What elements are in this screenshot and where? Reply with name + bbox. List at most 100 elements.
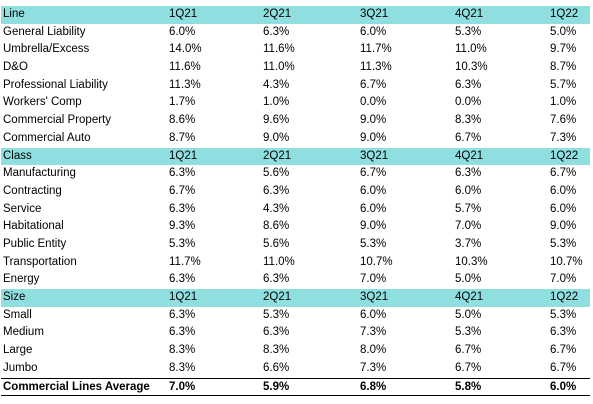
table-cell: 6.7%: [550, 167, 577, 180]
table-cell: 5.3%: [455, 25, 482, 38]
total-cell: 6.8%: [360, 381, 387, 394]
row-label: Umbrella/Excess: [3, 43, 90, 56]
row-label: Energy: [3, 273, 40, 286]
table-row: Service 6.3% 4.3% 6.0% 5.7% 6.0%: [1, 201, 590, 219]
table-cell: 5.0%: [455, 273, 482, 286]
table-cell: 9.3%: [169, 220, 196, 233]
table-cell: 4.3%: [263, 78, 290, 91]
table-cell: 9.6%: [263, 114, 290, 127]
table-cell: 6.6%: [263, 361, 290, 374]
column-header: 2Q21: [263, 149, 292, 162]
table-row: Large 8.3% 8.3% 8.0% 6.7% 6.7%: [1, 342, 590, 360]
table-row: Professional Liability 11.3% 4.3% 6.7% 6.3% 5…: [1, 77, 590, 95]
table-cell: 6.3%: [455, 78, 482, 91]
table-cell: 8.6%: [263, 220, 290, 233]
section-title: Size: [3, 291, 26, 303]
table-cell: 11.0%: [263, 61, 295, 74]
table-cell: 6.7%: [550, 361, 577, 374]
table-cell: 5.7%: [550, 78, 577, 91]
table-cell: 6.3%: [169, 308, 196, 321]
table-cell: 0.0%: [455, 96, 482, 109]
total-cell: 5.9%: [263, 381, 290, 394]
column-header: 1Q22: [550, 291, 579, 303]
table-cell: 9.0%: [360, 114, 387, 127]
row-label: D&O: [3, 61, 28, 74]
table-cell: 7.6%: [550, 114, 577, 127]
section-title: Class: [3, 149, 32, 162]
table-cell: 6.3%: [169, 273, 196, 286]
row-label: Jumbo: [3, 361, 38, 374]
table-cell: 9.7%: [550, 43, 577, 56]
table-cell: 6.3%: [263, 25, 290, 38]
table-cell: 5.6%: [263, 237, 290, 250]
table-row: Contracting 6.7% 6.3% 6.0% 6.0% 6.0%: [1, 183, 590, 201]
table-cell: 6.7%: [169, 184, 196, 197]
table-cell: 6.0%: [360, 25, 387, 38]
table-cell: 5.0%: [455, 308, 482, 321]
table-cell: 8.0%: [360, 344, 387, 357]
table-cell: 7.3%: [550, 131, 577, 144]
table-cell: 6.3%: [263, 326, 290, 339]
table-cell: 6.0%: [360, 308, 387, 321]
column-header: 3Q21: [360, 149, 389, 162]
table-cell: 10.7%: [360, 255, 393, 268]
table-cell: 6.0%: [360, 202, 387, 215]
table-cell: 5.3%: [550, 237, 577, 250]
total-row: Commercial Lines Average 7.0% 5.9% 6.8% 5.8%…: [1, 378, 590, 397]
column-header: 4Q21: [455, 149, 484, 162]
table-cell: 5.7%: [455, 202, 482, 215]
table-cell: 11.6%: [169, 61, 201, 74]
table-cell: 8.3%: [263, 344, 290, 357]
total-label: Commercial Lines Average: [3, 381, 150, 394]
table-cell: 11.6%: [263, 43, 295, 56]
table-cell: 11.3%: [169, 78, 201, 91]
table-cell: 5.0%: [550, 25, 577, 38]
table-cell: 11.3%: [360, 61, 392, 74]
table-cell: 5.3%: [263, 308, 290, 321]
table-cell: 8.6%: [169, 114, 196, 127]
table-cell: 6.7%: [455, 361, 482, 374]
table-cell: 6.0%: [169, 25, 196, 38]
table-cell: 8.3%: [455, 114, 482, 127]
table-cell: 8.7%: [169, 131, 196, 144]
table-cell: 6.3%: [169, 167, 196, 180]
table-row: Habitational 9.3% 8.6% 9.0% 7.0% 9.0%: [1, 218, 590, 236]
column-header: 1Q21: [169, 8, 198, 20]
table-row: Jumbo 8.3% 6.6% 7.3% 6.7% 6.7%: [1, 360, 590, 378]
table-cell: 6.3%: [169, 326, 196, 339]
table-row: Workers' Comp 1.7% 1.0% 0.0% 0.0% 1.0%: [1, 94, 590, 112]
row-label: Transportation: [3, 255, 77, 268]
table-cell: 4.3%: [263, 202, 290, 215]
rate-table: Line 1Q21 2Q21 3Q21 4Q21 1Q22 General Liabilit…: [1, 6, 590, 397]
column-header: 1Q22: [550, 149, 579, 162]
table-cell: 5.3%: [360, 237, 387, 250]
table-cell: 10.7%: [550, 255, 583, 268]
table-cell: 5.6%: [263, 167, 290, 180]
table-cell: 7.3%: [360, 361, 387, 374]
table-row: Commercial Auto 8.7% 9.0% 9.0% 6.7% 7.3%: [1, 130, 590, 148]
table-cell: 6.3%: [455, 167, 482, 180]
table-cell: 7.0%: [550, 273, 577, 286]
table-row: Public Entity 5.3% 5.6% 5.3% 3.7% 5.3%: [1, 236, 590, 254]
table-row: Energy 6.3% 6.3% 7.0% 5.0% 7.0%: [1, 271, 590, 289]
table-cell: 11.7%: [360, 43, 392, 56]
row-label: Contracting: [3, 184, 62, 197]
section-header-2: Size 1Q21 2Q21 3Q21 4Q21 1Q22: [1, 289, 590, 307]
table-row: Commercial Property 8.6% 9.6% 9.0% 8.3% 7.6%: [1, 112, 590, 130]
table-cell: 6.0%: [360, 184, 387, 197]
total-cell: 7.0%: [169, 381, 196, 394]
table-row: Small 6.3% 5.3% 6.0% 5.0% 5.3%: [1, 307, 590, 325]
table-cell: 8.7%: [550, 61, 577, 74]
table-cell: 11.0%: [263, 255, 295, 268]
row-label: Public Entity: [3, 237, 67, 250]
table-cell: 6.3%: [169, 202, 196, 215]
table-cell: 6.0%: [550, 202, 577, 215]
table-cell: 9.0%: [550, 220, 577, 233]
section-title: Line: [3, 8, 25, 20]
table-cell: 5.3%: [550, 308, 577, 321]
row-label: General Liability: [3, 25, 86, 38]
table-row: Transportation 11.7% 11.0% 10.7% 10.3% 10.7%: [1, 254, 590, 272]
table-cell: 8.3%: [169, 361, 196, 374]
column-header: 1Q21: [169, 149, 198, 162]
row-label: Manufacturing: [3, 167, 76, 180]
